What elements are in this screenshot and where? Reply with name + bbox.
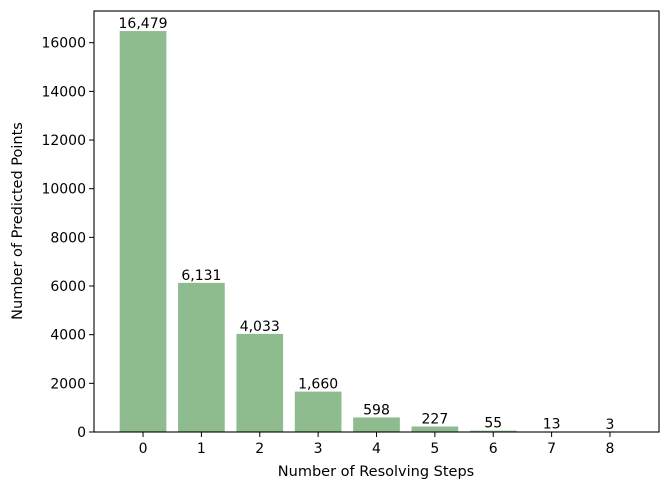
y-tick-label: 16000: [41, 36, 86, 52]
bar-1: [178, 283, 225, 432]
y-tick-label: 6000: [50, 279, 86, 295]
y-axis-label: Number of Predicted Points: [10, 122, 26, 320]
x-tick-label: 3: [314, 441, 323, 457]
x-tick-label: 8: [606, 441, 615, 457]
data-label-2: 4,033: [240, 319, 280, 335]
y-tick-label: 10000: [41, 182, 86, 198]
bar-0: [120, 31, 167, 432]
x-tick-label: 2: [255, 441, 264, 457]
data-label-0: 16,479: [119, 16, 168, 32]
x-tick-label: 4: [372, 441, 381, 457]
y-tick-label: 2000: [50, 376, 86, 392]
y-tick-label: 8000: [50, 230, 86, 246]
bar-4: [353, 417, 400, 432]
data-label-4: 598: [363, 402, 390, 418]
x-axis-label: Number of Resolving Steps: [278, 464, 474, 480]
bar-3: [295, 392, 342, 432]
x-tick-label: 5: [430, 441, 439, 457]
bar-2: [236, 334, 283, 432]
y-tick-label: 0: [77, 425, 86, 441]
y-tick-label: 4000: [50, 328, 86, 344]
x-tick-label: 6: [489, 441, 498, 457]
data-label-1: 6,131: [181, 268, 221, 284]
data-label-7: 13: [543, 417, 561, 433]
data-label-5: 227: [422, 411, 449, 427]
data-label-6: 55: [484, 416, 502, 432]
data-label-8: 3: [606, 417, 615, 433]
x-tick-label: 7: [547, 441, 556, 457]
x-tick-label: 1: [197, 441, 206, 457]
x-tick-label: 0: [139, 441, 148, 457]
y-tick-label: 12000: [41, 133, 86, 149]
data-label-3: 1,660: [298, 377, 338, 393]
y-tick-label: 14000: [41, 84, 86, 100]
